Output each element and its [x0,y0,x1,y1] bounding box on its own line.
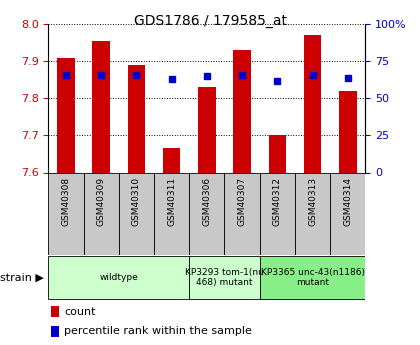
Bar [233,50,251,172]
Bar [260,256,365,299]
Bar [92,41,110,172]
Bar [189,172,224,255]
Text: KP3365 unc-43(n1186)
mutant: KP3365 unc-43(n1186) mutant [260,268,365,287]
Bar [48,172,84,255]
Bar [198,87,215,172]
Bar [52,306,59,317]
Text: GSM40312: GSM40312 [273,177,282,226]
Text: GSM40314: GSM40314 [343,177,352,226]
Text: strain ▶: strain ▶ [0,273,44,283]
Bar [224,172,260,255]
Bar [304,35,321,172]
Text: wildtype: wildtype [100,273,138,282]
Bar [163,148,181,172]
Bar [48,256,189,299]
Text: KP3293 tom-1(nu
468) mutant: KP3293 tom-1(nu 468) mutant [185,268,264,287]
Bar [154,172,189,255]
Text: percentile rank within the sample: percentile rank within the sample [64,326,252,336]
Text: GSM40308: GSM40308 [61,177,71,226]
Bar [84,172,119,255]
Text: GDS1786 / 179585_at: GDS1786 / 179585_at [134,14,286,28]
Bar [339,91,357,172]
Text: GSM40306: GSM40306 [202,177,211,226]
Bar [295,172,330,255]
Text: GSM40313: GSM40313 [308,177,317,226]
Text: GSM40310: GSM40310 [132,177,141,226]
Bar [330,172,365,255]
Bar [57,58,75,172]
Bar [260,172,295,255]
Bar [52,326,59,337]
Text: GSM40309: GSM40309 [97,177,106,226]
Text: count: count [64,307,96,317]
Text: GSM40311: GSM40311 [167,177,176,226]
Bar [119,172,154,255]
Text: GSM40307: GSM40307 [238,177,247,226]
Bar [268,135,286,172]
Bar [189,256,260,299]
Bar [128,65,145,172]
